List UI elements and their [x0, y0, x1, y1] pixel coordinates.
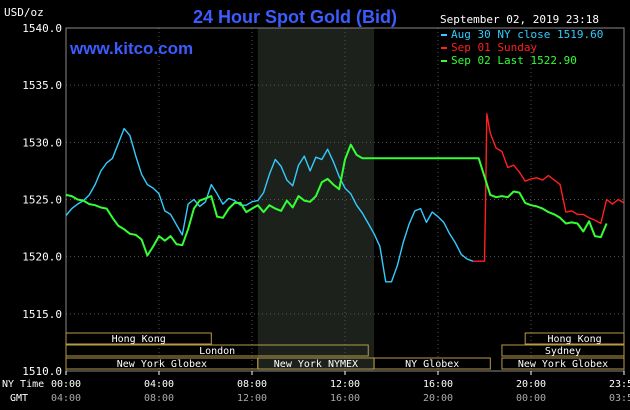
- shaded-region-layer: [257, 28, 375, 371]
- x-tick-label-gmt: 16:00: [330, 393, 360, 404]
- session-label: New York Globex: [518, 359, 608, 370]
- x-tick-label-gmt: 12:00: [237, 393, 267, 404]
- chart-title: 24 Hour Spot Gold (Bid): [193, 7, 397, 27]
- site-watermark: www.kitco.com: [69, 39, 193, 58]
- session-new-york-nymex: New York NYMEX: [257, 357, 375, 370]
- legend-entry-sep01: Sep 01 Sunday: [451, 41, 537, 54]
- session-label: New York Globex: [117, 359, 207, 370]
- session-london: London: [65, 344, 369, 357]
- market-sessions-layer: Hong Kong Hong Kong London Sydney New York G…: [65, 332, 625, 370]
- x-tick-label-nytime: 08:00: [237, 379, 267, 390]
- x-tick-label-gmt: 03:59: [609, 393, 630, 404]
- session-label: London: [199, 346, 235, 357]
- x-tick-label-nytime: 12:00: [330, 379, 360, 390]
- legend-entry-aug30: Aug 30 NY close 1519.60: [451, 28, 603, 41]
- x-tick-label-gmt: 20:00: [423, 393, 453, 404]
- axis-layer: 1510.0 1515.0 1520.0 1525.0 1530.0 1535.0 1540…: [22, 22, 630, 404]
- session-hong-kong: Hong Kong: [65, 332, 212, 345]
- session-bar: [373, 357, 491, 370]
- y-tick-label: 1510.0: [22, 365, 62, 378]
- x-tick-label-gmt: 00:00: [516, 393, 546, 404]
- series-line-sep01: [472, 113, 625, 262]
- legend: Aug 30 NY close 1519.60 Sep 01 Sunday Se…: [441, 28, 603, 67]
- y-tick-label: 1515.0: [22, 308, 62, 321]
- session-label: Hong Kong: [112, 334, 166, 345]
- session-bar: [524, 332, 625, 345]
- y-tick-label: 1535.0: [22, 79, 62, 92]
- x-tick-label-nytime: 00:00: [51, 379, 81, 390]
- session-bar: [65, 332, 212, 345]
- session-bar: [501, 357, 625, 370]
- session-bar: [501, 344, 625, 357]
- session-hong-kong: Hong Kong: [524, 332, 625, 345]
- x-tick-label-nytime: 04:00: [144, 379, 174, 390]
- series-line-aug30: [65, 127, 474, 283]
- y-tick-label: 1530.0: [22, 136, 62, 149]
- gmt-row-label: GMT: [10, 393, 28, 404]
- series-layer: [65, 113, 625, 283]
- session-bar: [65, 344, 369, 357]
- session-new-york-globex: New York Globex: [501, 357, 625, 370]
- session-label: Sydney: [545, 346, 581, 357]
- x-tick-label-gmt: 04:00: [51, 393, 81, 404]
- x-tick-label-nytime: 16:00: [423, 379, 453, 390]
- legend-swatch-sep01: [441, 47, 447, 49]
- session-label: New York NYMEX: [274, 359, 358, 370]
- legend-entry-sep02: Sep 02 Last 1522.90: [451, 54, 577, 67]
- legend-swatch-aug30: [441, 34, 447, 36]
- session-ny-globex: NY Globex: [373, 357, 491, 370]
- chart-datetime: September 02, 2019 23:18: [440, 13, 599, 26]
- session-sydney: Sydney: [501, 344, 625, 357]
- nymex-shaded-region: [257, 28, 375, 371]
- session-label: NY Globex: [405, 359, 459, 370]
- y-tick-label: 1540.0: [22, 22, 62, 35]
- ny-time-row-label: NY Time: [2, 379, 44, 390]
- legend-swatch-sep02: [441, 60, 447, 62]
- x-tick-label-gmt: 08:00: [144, 393, 174, 404]
- session-label: Hong Kong: [548, 334, 602, 345]
- x-tick-label-nytime: 23:59: [609, 379, 630, 390]
- x-tick-label-nytime: 20:00: [516, 379, 546, 390]
- y-tick-label: 1525.0: [22, 194, 62, 207]
- y-axis-unit-label: USD/oz: [4, 6, 44, 19]
- series-line-sep02: [65, 143, 608, 257]
- y-tick-label: 1520.0: [22, 251, 62, 264]
